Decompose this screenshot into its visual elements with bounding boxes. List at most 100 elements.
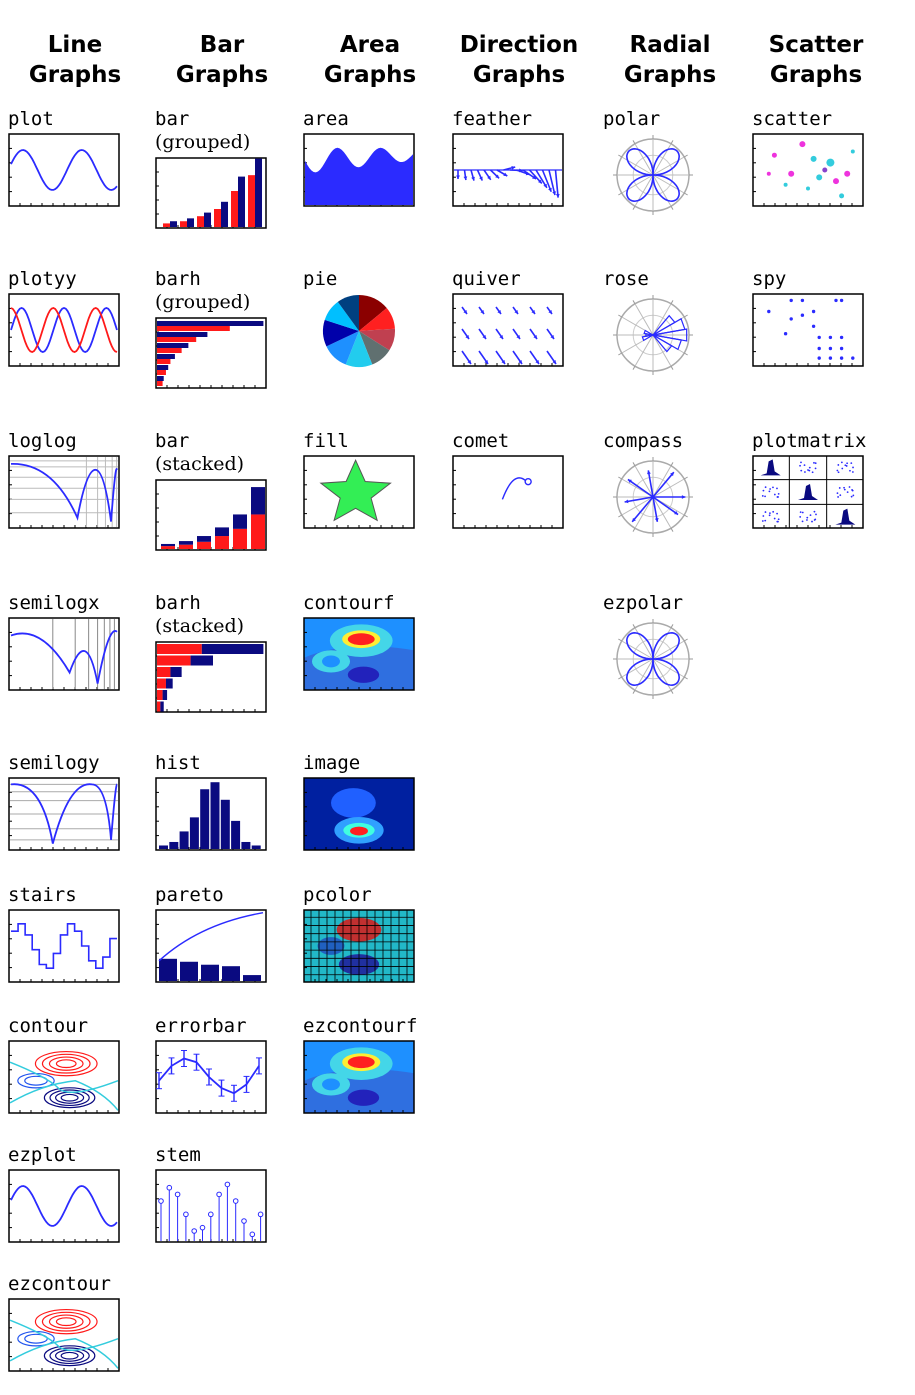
ezcontour-thumbnail <box>8 1298 120 1372</box>
column-header-scatter: Scatter Graphs <box>746 30 886 90</box>
graph-label: ezpolar <box>603 592 684 614</box>
graph-item-bar-grouped: bar (grouped) <box>155 108 305 229</box>
graph-label: comet <box>452 430 510 452</box>
graph-label: stem <box>155 1144 201 1166</box>
semilogy-thumbnail <box>8 777 120 851</box>
graph-label: ezplot <box>8 1144 77 1166</box>
bar-grouped-thumbnail <box>155 157 267 229</box>
graph-label: semilogy <box>8 752 100 774</box>
column-header-line1: Scatter <box>768 32 864 58</box>
graph-item-fill: fill <box>303 430 453 529</box>
graph-label: pie <box>303 268 338 290</box>
semilogx-thumbnail <box>8 617 120 691</box>
graph-item-ezcontourf: ezcontourf <box>303 1015 453 1114</box>
graph-item-barh-grouped: barh (grouped) <box>155 268 305 389</box>
fill-thumbnail <box>303 455 415 529</box>
graph-label: scatter <box>752 108 833 130</box>
column-header-area: Area Graphs <box>300 30 440 90</box>
graph-label: bar <box>155 108 190 130</box>
quiver-thumbnail <box>452 293 564 367</box>
graph-item-errorbar: errorbar <box>155 1015 305 1114</box>
graph-item-spy: spy <box>752 268 902 367</box>
spy-thumbnail <box>752 293 864 367</box>
graph-label: ezcontourf <box>303 1015 418 1037</box>
graph-sublabel: (stacked) <box>155 615 245 637</box>
graph-label: area <box>303 108 349 130</box>
ezcontourf-thumbnail <box>303 1040 415 1114</box>
graph-label: ezcontour <box>8 1273 111 1295</box>
graph-label: stairs <box>8 884 77 906</box>
graph-item-bar-stacked: bar (stacked) <box>155 430 305 551</box>
graph-item-feather: feather <box>452 108 602 207</box>
plot-thumbnail <box>8 133 120 207</box>
graph-label: contour <box>8 1015 89 1037</box>
graph-item-quiver: quiver <box>452 268 602 367</box>
image-thumbnail <box>303 777 415 851</box>
stairs-thumbnail <box>8 909 120 983</box>
column-header-line2: Graphs <box>472 62 566 88</box>
graph-item-image: image <box>303 752 453 851</box>
stem-thumbnail <box>155 1169 267 1243</box>
graph-item-semilogx: semilogx <box>8 592 158 691</box>
column-header-line2: Graphs <box>28 62 122 88</box>
graph-item-ezplot: ezplot <box>8 1144 158 1243</box>
pcolor-thumbnail <box>303 909 415 983</box>
graph-item-area: area <box>303 108 453 207</box>
graph-item-contourf: contourf <box>303 592 453 691</box>
graph-label: rose <box>603 268 649 290</box>
graph-item-polar: polar <box>603 108 753 217</box>
graph-label: plotyy <box>8 268 77 290</box>
comet-thumbnail <box>452 455 564 529</box>
graph-label: polar <box>603 108 661 130</box>
compass-thumbnail <box>613 457 693 537</box>
graph-item-plotyy: plotyy <box>8 268 158 367</box>
rose-thumbnail <box>613 295 693 375</box>
graph-label: barh <box>155 592 201 614</box>
polar-thumbnail <box>613 135 693 215</box>
graph-item-hist: hist <box>155 752 305 851</box>
graph-label: image <box>303 752 361 774</box>
barh-grouped-thumbnail <box>155 317 267 389</box>
graph-item-rose: rose <box>603 268 753 377</box>
graph-label: compass <box>603 430 684 452</box>
graph-item-stem: stem <box>155 1144 305 1243</box>
column-header-line1: Radial <box>629 32 711 58</box>
errorbar-thumbnail <box>155 1040 267 1114</box>
graph-label: errorbar <box>155 1015 247 1037</box>
graph-item-ezcontour: ezcontour <box>8 1273 158 1372</box>
graph-label: bar <box>155 430 190 452</box>
graph-item-plot: plot <box>8 108 158 207</box>
scatter-thumbnail <box>752 133 864 207</box>
graph-item-stairs: stairs <box>8 884 158 983</box>
graph-item-contour: contour <box>8 1015 158 1114</box>
column-header-line: Line Graphs <box>5 30 145 90</box>
graph-label: contourf <box>303 592 395 614</box>
graph-label: hist <box>155 752 201 774</box>
graph-item-loglog: loglog <box>8 430 158 529</box>
graph-item-ezpolar: ezpolar <box>603 592 753 701</box>
column-header-line1: Line <box>47 32 103 58</box>
graph-label: plot <box>8 108 54 130</box>
hist-thumbnail <box>155 777 267 851</box>
column-header-line1: Area <box>339 32 401 58</box>
area-thumbnail <box>303 133 415 207</box>
graph-item-pareto: pareto <box>155 884 305 983</box>
column-header-line2: Graphs <box>323 62 417 88</box>
graph-item-pie: pie <box>303 268 453 369</box>
ezpolar-thumbnail <box>613 619 693 699</box>
graph-label: barh <box>155 268 201 290</box>
graph-label: loglog <box>8 430 77 452</box>
graph-sublabel: (stacked) <box>155 453 245 475</box>
column-header-line1: Bar <box>199 32 245 58</box>
graph-item-barh-stacked: barh (stacked) <box>155 592 305 713</box>
barh-stacked-thumbnail <box>155 641 267 713</box>
pie-thumbnail <box>323 295 395 367</box>
pareto-thumbnail <box>155 909 267 983</box>
ezplot-thumbnail <box>8 1169 120 1243</box>
contour-thumbnail <box>8 1040 120 1114</box>
column-header-line1: Direction <box>459 32 579 58</box>
plotyy-thumbnail <box>8 293 120 367</box>
graph-item-compass: compass <box>603 430 753 539</box>
graph-label: feather <box>452 108 533 130</box>
feather-thumbnail <box>452 133 564 207</box>
